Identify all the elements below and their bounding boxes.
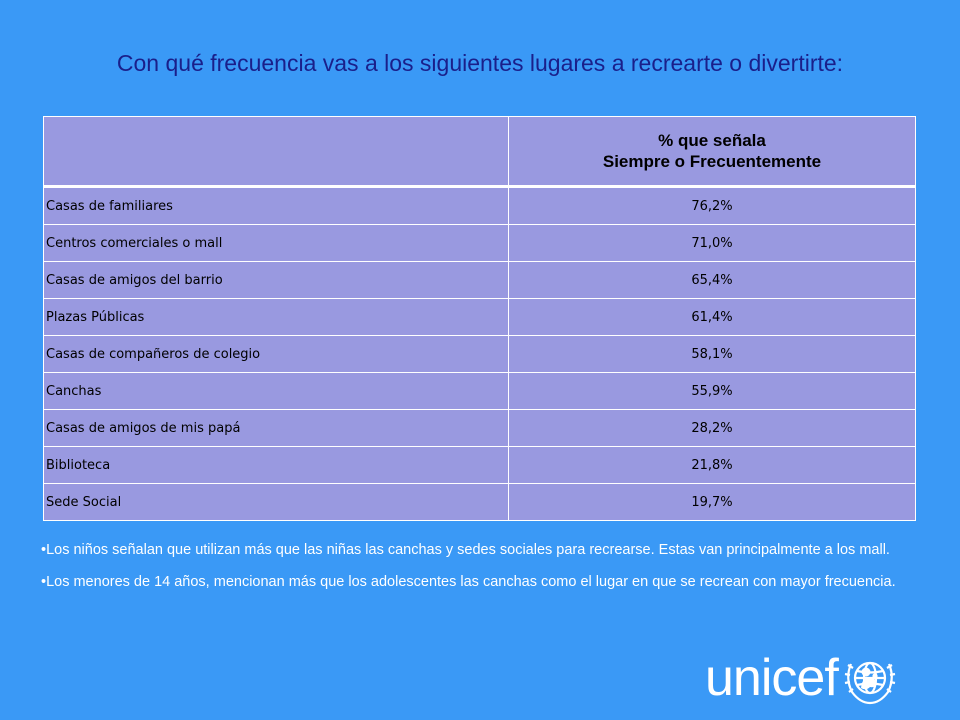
header-line-1: % que señala <box>658 131 766 150</box>
unicef-wordmark: unicef <box>705 649 839 707</box>
table-header-empty-cell <box>43 116 509 188</box>
table-row: Biblioteca 21,8% <box>43 446 916 484</box>
row-label: Canchas <box>43 372 509 410</box>
table-row: Plazas Públicas 61,4% <box>43 298 916 336</box>
finding-bullet: •Los menores de 14 años, mencionan más q… <box>41 574 896 590</box>
row-value: 19,7% <box>508 483 916 521</box>
row-value: 71,0% <box>508 224 916 262</box>
table-row: Casas de amigos de mis papá 28,2% <box>43 409 916 447</box>
row-label: Plazas Públicas <box>43 298 509 336</box>
row-value: 76,2% <box>508 186 916 225</box>
table-row: Casas de compañeros de colegio 58,1% <box>43 335 916 373</box>
table-row: Centros comerciales o mall 71,0% <box>43 224 916 262</box>
table-row: Canchas 55,9% <box>43 372 916 410</box>
findings-list: •Los niños señalan que utilizan más que … <box>41 540 917 604</box>
row-label: Centros comerciales o mall <box>43 224 509 262</box>
row-label: Casas de amigos del barrio <box>43 261 509 299</box>
header-line-2: Siempre o Frecuentemente <box>602 152 822 171</box>
row-value: 65,4% <box>508 261 916 299</box>
unicef-logo: unicef <box>705 650 898 706</box>
table-row: Casas de amigos del barrio 65,4% <box>43 261 916 299</box>
row-value: 61,4% <box>508 298 916 336</box>
table-header-percentage: % que señala Siempre o Frecuentemente <box>508 116 916 188</box>
row-value: 55,9% <box>508 372 916 410</box>
table-row: Casas de familiares 76,2% <box>43 186 916 225</box>
finding-bullet: •Los niños señalan que utilizan más que … <box>41 542 890 558</box>
row-label: Casas de amigos de mis papá <box>43 409 509 447</box>
unicef-emblem-icon <box>844 661 895 705</box>
frequency-table: % que señala Siempre o Frecuentemente Ca… <box>43 116 916 521</box>
row-value: 21,8% <box>508 446 916 484</box>
table-header-row: % que señala Siempre o Frecuentemente <box>43 116 916 188</box>
row-value: 58,1% <box>508 335 916 373</box>
table-row: Sede Social 19,7% <box>43 483 916 521</box>
row-label: Sede Social <box>43 483 509 521</box>
row-label: Casas de compañeros de colegio <box>43 335 509 373</box>
slide-title: Con qué frecuencia vas a los siguientes … <box>116 50 844 76</box>
row-label: Biblioteca <box>43 446 509 484</box>
row-label: Casas de familiares <box>43 186 509 225</box>
row-value: 28,2% <box>508 409 916 447</box>
